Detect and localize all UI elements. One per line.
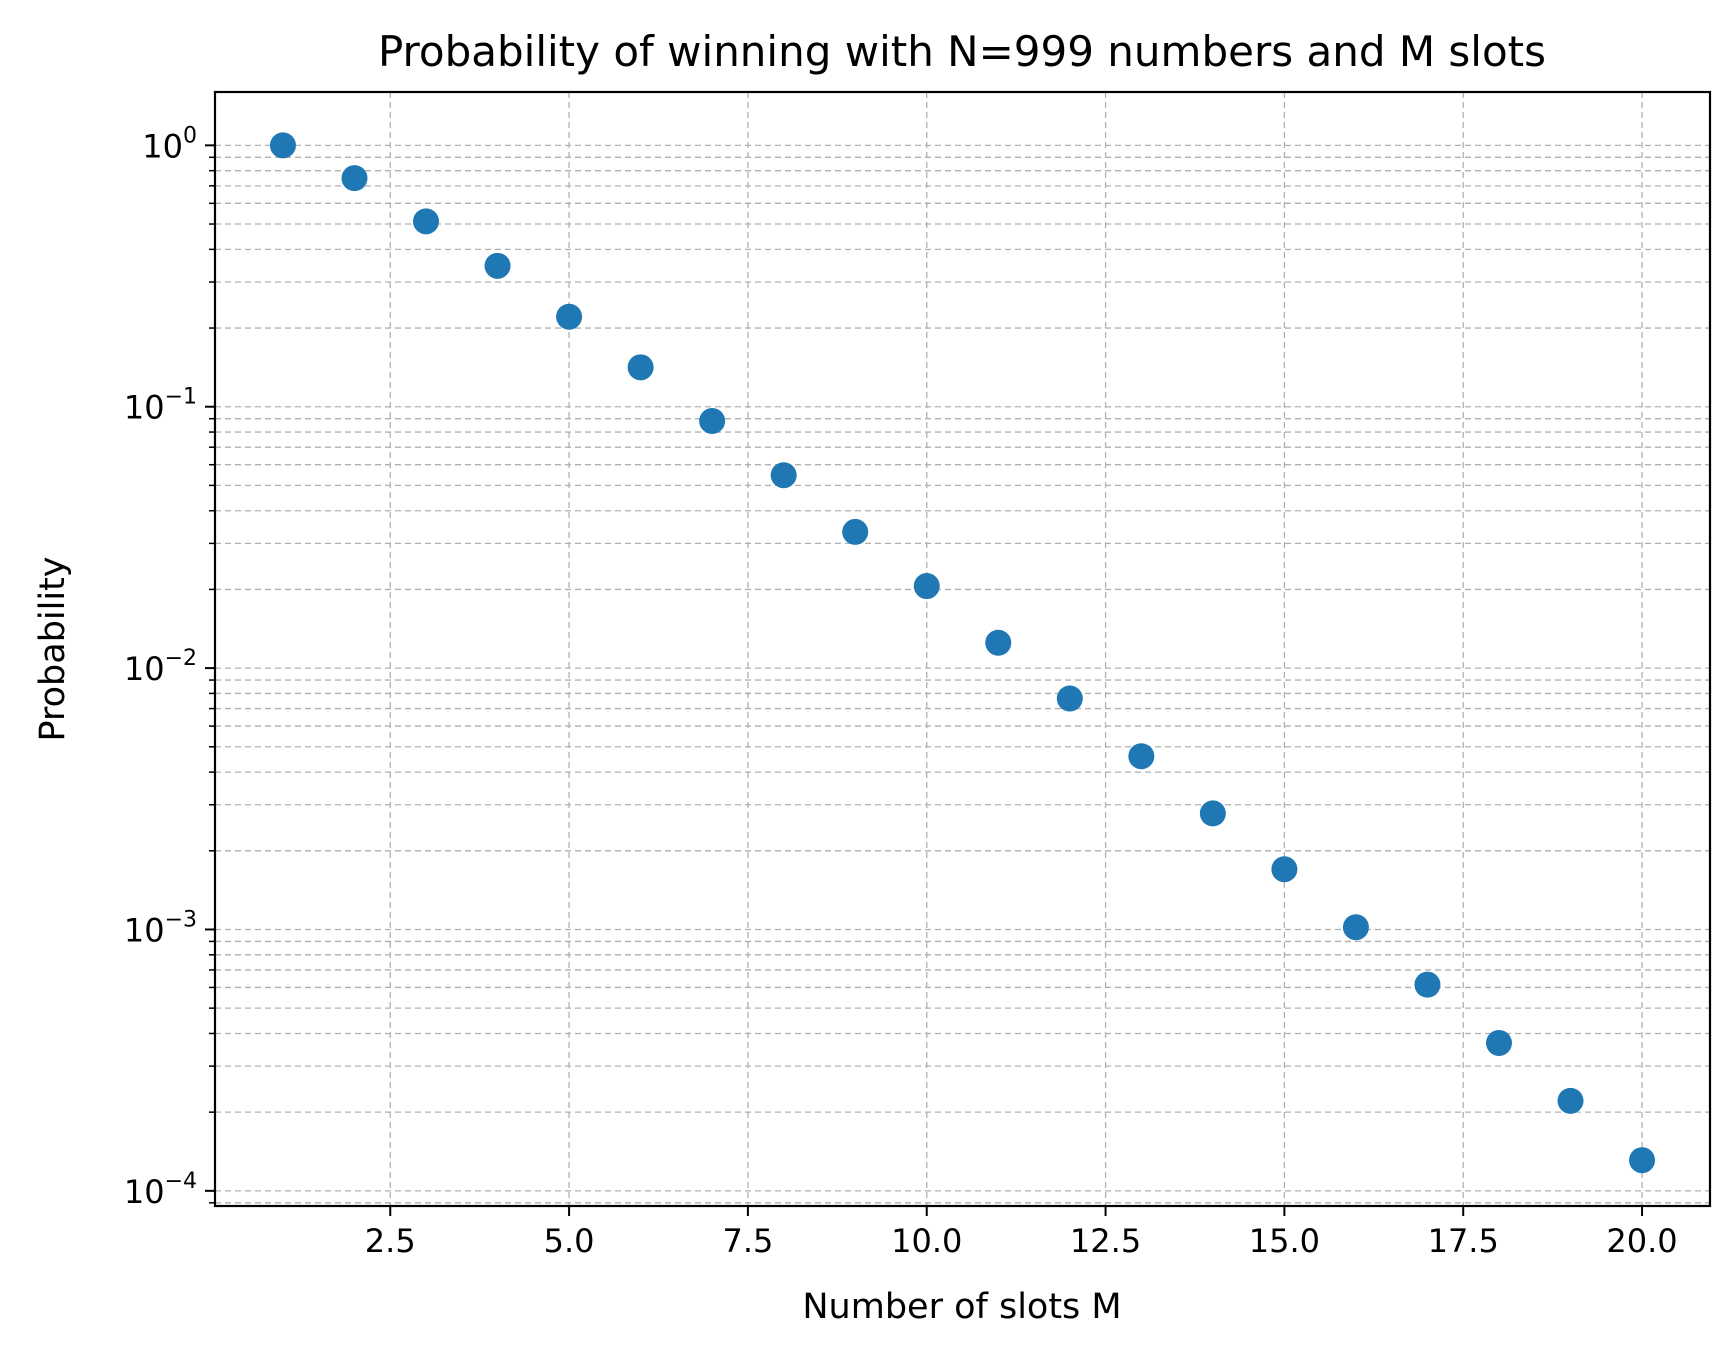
x-tick-label: 10.0 bbox=[891, 1222, 962, 1260]
data-point bbox=[699, 407, 726, 434]
x-tick-label: 20.0 bbox=[1606, 1222, 1677, 1260]
data-point bbox=[1271, 856, 1298, 883]
x-tick-label: 15.0 bbox=[1249, 1222, 1320, 1260]
y-tick-label: 100 bbox=[142, 123, 197, 165]
y-tick-label: 10−1 bbox=[124, 385, 197, 427]
grid bbox=[215, 92, 1710, 1206]
data-point bbox=[627, 354, 654, 381]
data-point bbox=[770, 462, 797, 489]
data-point bbox=[913, 573, 940, 600]
y-tick-label: 10−4 bbox=[124, 1169, 197, 1211]
axis-ticks: 2.5 5.0 7.5 10.0 12.5 15.0 17.5 20.0 100 10−1 10−2… bbox=[124, 123, 1678, 1260]
data-point bbox=[1629, 1147, 1656, 1174]
data-point bbox=[985, 629, 1012, 656]
y-axis-label: Probability bbox=[33, 556, 73, 741]
data-point bbox=[842, 518, 869, 545]
x-tick-label: 2.5 bbox=[365, 1222, 416, 1260]
data-point bbox=[1199, 800, 1226, 827]
data-points bbox=[269, 132, 1656, 1174]
data-point bbox=[556, 303, 583, 330]
data-point bbox=[269, 132, 296, 159]
data-point bbox=[413, 208, 440, 235]
x-tick-label: 5.0 bbox=[544, 1222, 595, 1260]
x-tick-label: 12.5 bbox=[1070, 1222, 1141, 1260]
data-point bbox=[1557, 1087, 1584, 1114]
data-point bbox=[1485, 1029, 1512, 1056]
x-axis-label: Number of slots M bbox=[802, 1287, 1121, 1327]
chart-title: Probability of winning with N=999 number… bbox=[378, 27, 1546, 76]
data-point bbox=[1056, 685, 1083, 712]
data-point bbox=[341, 165, 368, 192]
data-point bbox=[1414, 971, 1441, 998]
data-point bbox=[1342, 914, 1369, 941]
y-tick-label: 10−2 bbox=[124, 646, 197, 688]
plot-frame bbox=[213, 90, 1712, 1208]
data-point bbox=[484, 252, 511, 279]
x-tick-label: 17.5 bbox=[1428, 1222, 1499, 1260]
x-tick-label: 7.5 bbox=[722, 1222, 773, 1260]
y-tick-label: 10−3 bbox=[124, 907, 197, 949]
data-point bbox=[1128, 743, 1155, 770]
